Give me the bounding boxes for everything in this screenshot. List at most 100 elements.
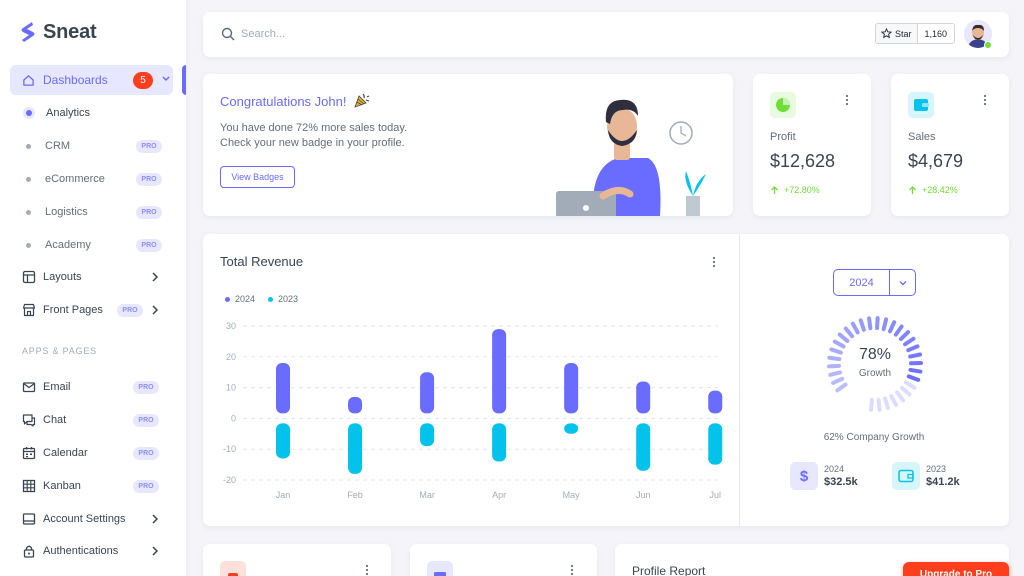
bullet-icon bbox=[26, 143, 31, 149]
search-input[interactable] bbox=[241, 24, 541, 44]
more-vertical-icon[interactable] bbox=[983, 94, 987, 106]
pro-badge: PRO bbox=[133, 479, 159, 493]
sidebar-item-kanban[interactable]: Kanban PRO bbox=[22, 476, 172, 496]
gauge-segment bbox=[829, 347, 843, 355]
pie-chart-icon bbox=[770, 92, 796, 118]
sidebar-item-label: Account Settings bbox=[43, 513, 126, 525]
upgrade-to-pro-button[interactable]: Upgrade to Pro bbox=[903, 562, 1009, 576]
gauge-segment bbox=[895, 390, 906, 403]
bar-2023 bbox=[420, 423, 435, 447]
legend-label: 2023 bbox=[278, 294, 299, 304]
active-indicator bbox=[182, 65, 186, 95]
bar-2024 bbox=[564, 362, 579, 414]
stat-change-value: +28.42% bbox=[922, 185, 958, 195]
sidebar-item-front-pages[interactable]: Front Pages PRO bbox=[22, 300, 172, 320]
sidebar-item-chat[interactable]: Chat PRO bbox=[22, 410, 172, 430]
congrats-card: Congratulations John! You have done 72% … bbox=[203, 74, 733, 216]
party-popper-icon bbox=[354, 93, 370, 108]
sidebar-item-account-settings[interactable]: Account Settings bbox=[22, 509, 172, 529]
legend-dot bbox=[225, 296, 230, 302]
sidebar-item-calendar[interactable]: Calendar PRO bbox=[22, 443, 172, 463]
legend-item-2024: 2024 bbox=[225, 294, 255, 304]
bottom-stat-card bbox=[410, 544, 597, 576]
sidebar-item-label: Front Pages bbox=[43, 304, 103, 316]
gauge-segment bbox=[843, 326, 855, 339]
sidebar-item-crm[interactable]: CRM PRO bbox=[26, 136, 166, 156]
more-vertical-icon[interactable] bbox=[712, 256, 716, 268]
sidebar-item-logistics[interactable]: Logistics PRO bbox=[26, 202, 166, 222]
company-growth-text: 62% Company Growth bbox=[823, 432, 925, 443]
card-icon bbox=[427, 561, 453, 576]
more-vertical-icon[interactable] bbox=[845, 94, 849, 106]
sidebar-item-email[interactable]: Email PRO bbox=[22, 377, 172, 397]
bar-2024 bbox=[276, 362, 290, 414]
bullet-icon bbox=[26, 209, 31, 215]
chevron-down-icon bbox=[899, 280, 906, 285]
y-tick-label: 30 bbox=[226, 321, 236, 331]
sidebar-item-analytics[interactable]: Analytics bbox=[26, 103, 166, 123]
gauge-segment bbox=[893, 324, 904, 337]
legend-label: 2024 bbox=[235, 294, 256, 304]
github-star-count[interactable]: 1,160 bbox=[917, 24, 955, 43]
bar-2024 bbox=[420, 372, 435, 414]
y-tick-label: 20 bbox=[226, 352, 236, 362]
wallet-icon bbox=[908, 92, 934, 118]
year-dropdown-value[interactable]: 2024 bbox=[834, 270, 890, 295]
gauge-segment bbox=[832, 339, 846, 349]
pro-badge: PRO bbox=[136, 205, 162, 219]
gauge-segment bbox=[858, 318, 866, 332]
total-revenue-card: Total Revenue 2024 2023 30 20 10 0 -10 -20 Jan… bbox=[203, 234, 1009, 526]
wallet-icon bbox=[892, 462, 920, 490]
bar-2024 bbox=[708, 390, 723, 414]
summary-value: $41.2k bbox=[926, 476, 960, 488]
gauge-segment bbox=[831, 376, 845, 385]
congrats-message: You have done 72% more sales today. Chec… bbox=[220, 121, 450, 151]
gauge-segment bbox=[908, 367, 923, 374]
y-tick-label: 10 bbox=[226, 383, 236, 393]
chevron-right-icon bbox=[152, 514, 159, 524]
sneat-logo-icon bbox=[21, 22, 35, 42]
bar-2023 bbox=[564, 423, 579, 434]
gauge-segment bbox=[876, 397, 882, 412]
layout-icon bbox=[22, 270, 36, 284]
year-dropdown[interactable]: 2024 bbox=[833, 269, 916, 296]
x-tick-label: Apr bbox=[492, 490, 506, 500]
pro-badge: PRO bbox=[136, 238, 162, 252]
sidebar-item-layouts[interactable]: Layouts bbox=[22, 267, 172, 287]
calendar-icon bbox=[22, 447, 36, 460]
profile-report-title: Profile Report bbox=[632, 564, 706, 576]
sales-card: Sales $4,679 +28.42% bbox=[891, 74, 1009, 216]
sidebar-item-label: Kanban bbox=[43, 480, 81, 492]
revenue-2024-summary: $ 2024 $32.5k bbox=[790, 462, 858, 490]
revenue-2023-summary: 2023 $41.2k bbox=[892, 462, 960, 490]
sidebar-item-label: CRM bbox=[45, 140, 71, 152]
sidebar-item-authentications[interactable]: Authentications bbox=[22, 541, 172, 561]
bullet-icon bbox=[26, 176, 31, 182]
top-navbar: Star 1,160 bbox=[203, 12, 1009, 57]
chevron-right-icon bbox=[152, 546, 159, 556]
year-dropdown-toggle[interactable] bbox=[890, 270, 915, 295]
sidebar-item-label: Dashboards bbox=[43, 73, 108, 87]
view-badges-button[interactable]: View Badges bbox=[220, 166, 295, 188]
sidebar-item-academy[interactable]: Academy PRO bbox=[26, 235, 166, 255]
gauge-segment bbox=[903, 336, 916, 347]
svg-text:$: $ bbox=[800, 468, 809, 484]
pro-badge: PRO bbox=[133, 446, 159, 460]
stat-label: Sales bbox=[908, 131, 936, 143]
sidebar-item-dashboards[interactable]: Dashboards 5 bbox=[10, 65, 173, 95]
gauge-segment bbox=[899, 385, 912, 397]
sidebar-item-label: Authentications bbox=[43, 545, 119, 557]
sidebar-item-ecommerce[interactable]: eCommerce PRO bbox=[26, 169, 166, 189]
github-star[interactable]: Star bbox=[876, 24, 918, 43]
brand[interactable]: Sneat bbox=[0, 0, 186, 64]
gauge-segment bbox=[867, 316, 873, 331]
more-vertical-icon[interactable] bbox=[365, 564, 369, 576]
github-star-button[interactable]: Star 1,160 bbox=[875, 23, 956, 44]
more-vertical-icon[interactable] bbox=[570, 564, 574, 576]
bar-2023 bbox=[276, 423, 290, 459]
legend-item-2023: 2023 bbox=[268, 294, 298, 304]
sidebar-item-label: Academy bbox=[45, 239, 91, 251]
grid-icon bbox=[22, 479, 36, 493]
y-tick-label: 0 bbox=[231, 413, 236, 423]
search-icon bbox=[221, 27, 235, 41]
